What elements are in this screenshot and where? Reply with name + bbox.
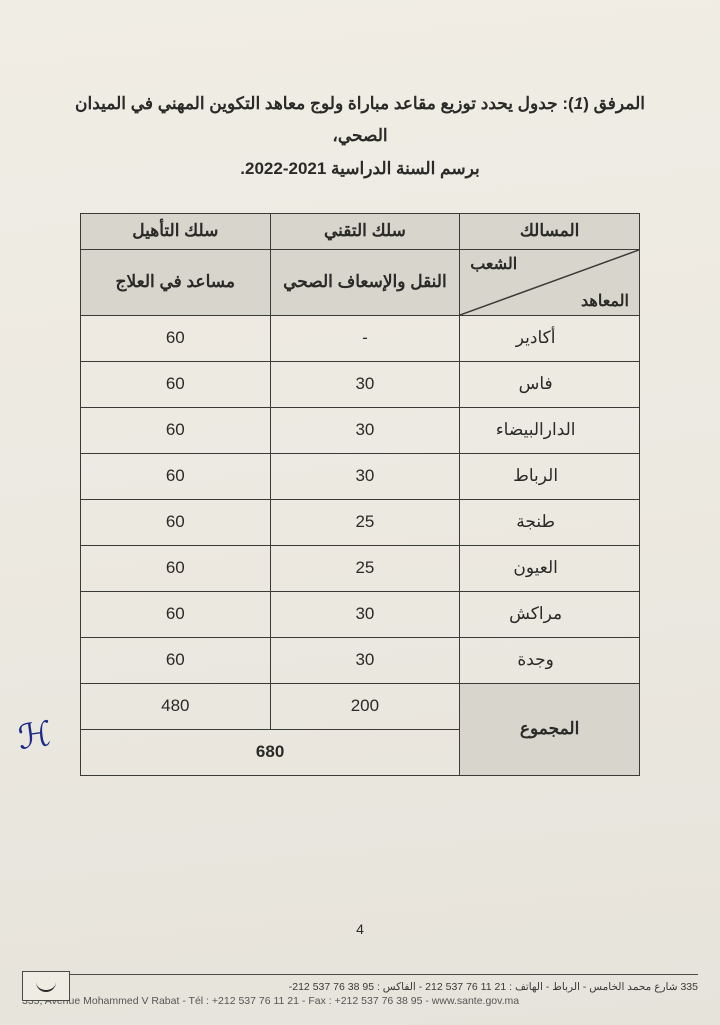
seats-table: المسالك سلك التقني سلك التأهيل الشعب الم… [80, 213, 640, 776]
qual-cell: 60 [81, 407, 271, 453]
th-technical: سلك التقني [270, 213, 460, 249]
table-row: فاس 30 60 [81, 361, 640, 407]
th-tracks: المسالك [460, 213, 640, 249]
footer: 335 شارع محمد الخامس - الرباط - الهاتف :… [22, 974, 698, 1007]
city-cell: طنجة [460, 499, 640, 545]
title-line-2: برسم السنة الدراسية 2021-2022. [60, 153, 660, 185]
total-tech: 200 [270, 683, 460, 729]
total-qual: 480 [81, 683, 271, 729]
footer-arabic: 335 شارع محمد الخامس - الرباط - الهاتف :… [22, 981, 698, 993]
grand-total: 680 [81, 729, 460, 775]
tech-cell: 30 [270, 591, 460, 637]
city-cell: الرباط [460, 453, 640, 499]
qual-cell: 60 [81, 499, 271, 545]
document-page: المرفق (1): جدول يحدد توزيع مقاعد مباراة… [0, 0, 720, 1025]
title-after-num: ): جدول يحدد توزيع مقاعد مباراة ولوج معا… [75, 94, 574, 145]
table-row: مراكش 30 60 [81, 591, 640, 637]
header-row-1: المسالك سلك التقني سلك التأهيل [81, 213, 640, 249]
subtotal-row: المجموع 200 480 [81, 683, 640, 729]
table-row: الدارالبيضاء 30 60 [81, 407, 640, 453]
tech-cell: 30 [270, 361, 460, 407]
th-institutes: المعاهد [581, 291, 629, 311]
table-row: وجدة 30 60 [81, 637, 640, 683]
city-cell: فاس [460, 361, 640, 407]
tech-cell: - [270, 315, 460, 361]
city-cell: مراكش [460, 591, 640, 637]
footer-french: 335, Avenue Mohammed V Rabat - Tél : +21… [22, 995, 698, 1007]
qual-cell: 60 [81, 361, 271, 407]
title-annex-num: 1 [574, 94, 583, 113]
th-branches: الشعب [470, 254, 517, 274]
page-number: 4 [356, 921, 364, 937]
city-cell: وجدة [460, 637, 640, 683]
table-row: العيون 25 60 [81, 545, 640, 591]
city-cell: العيون [460, 545, 640, 591]
tech-cell: 25 [270, 499, 460, 545]
th-diagonal: الشعب المعاهد [460, 249, 640, 315]
table-row: طنجة 25 60 [81, 499, 640, 545]
title-block: المرفق (1): جدول يحدد توزيع مقاعد مباراة… [60, 88, 660, 185]
tech-cell: 30 [270, 453, 460, 499]
city-cell: الدارالبيضاء [460, 407, 640, 453]
table-row: أكادير - 60 [81, 315, 640, 361]
qual-cell: 60 [81, 453, 271, 499]
qual-cell: 60 [81, 545, 271, 591]
title-line-1: المرفق (1): جدول يحدد توزيع مقاعد مباراة… [60, 88, 660, 153]
total-label: المجموع [460, 683, 640, 775]
th-sub-qual: مساعد في العلاج [81, 249, 271, 315]
tech-cell: 30 [270, 637, 460, 683]
tech-cell: 25 [270, 545, 460, 591]
ministry-logo-icon [22, 971, 70, 1001]
table-row: الرباط 30 60 [81, 453, 640, 499]
qual-cell: 60 [81, 315, 271, 361]
title-prefix: المرفق ( [583, 94, 645, 113]
th-sub-tech: النقل والإسعاف الصحي [270, 249, 460, 315]
qual-cell: 60 [81, 637, 271, 683]
header-row-2: الشعب المعاهد النقل والإسعاف الصحي مساعد… [81, 249, 640, 315]
city-cell: أكادير [460, 315, 640, 361]
tech-cell: 30 [270, 407, 460, 453]
th-qualification: سلك التأهيل [81, 213, 271, 249]
qual-cell: 60 [81, 591, 271, 637]
signature-mark: ℋ [15, 714, 54, 758]
